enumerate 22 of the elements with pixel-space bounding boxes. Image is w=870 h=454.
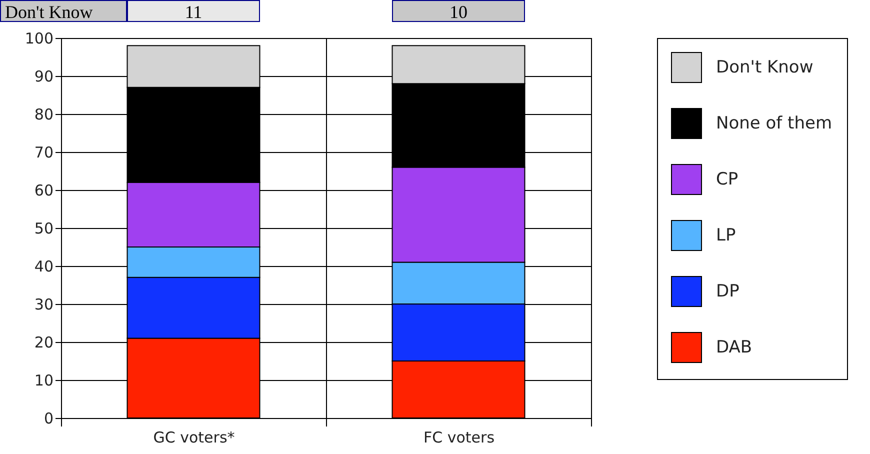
data-label: 10 [392,0,525,22]
y-tick-label: 100 [24,30,54,48]
y-tick-label: 10 [34,372,54,390]
y-tick-label: 70 [34,144,54,162]
y-tick-label: 80 [34,106,54,124]
x-tick-label: FC voters [423,428,495,446]
text: Don't Know [5,2,93,22]
y-tick-label: 60 [34,182,54,200]
legend-label: LP [716,226,736,246]
x-tick-label: GC voters* [153,428,236,446]
y-tick-label: 40 [34,258,54,276]
y-tick-label: 90 [34,68,54,86]
y-tick-label: 30 [34,296,54,314]
data-label: 11 [127,0,260,22]
legend-label: Don't Know [716,58,814,78]
legend-label: DP [716,282,740,302]
legend-label: None of them [716,114,832,134]
y-tick-label: 50 [34,220,54,238]
legend-label: DAB [716,338,752,358]
y-tick-label: 20 [34,334,54,352]
legend-label: CP [716,170,738,190]
y-tick-label: 0 [44,410,54,428]
